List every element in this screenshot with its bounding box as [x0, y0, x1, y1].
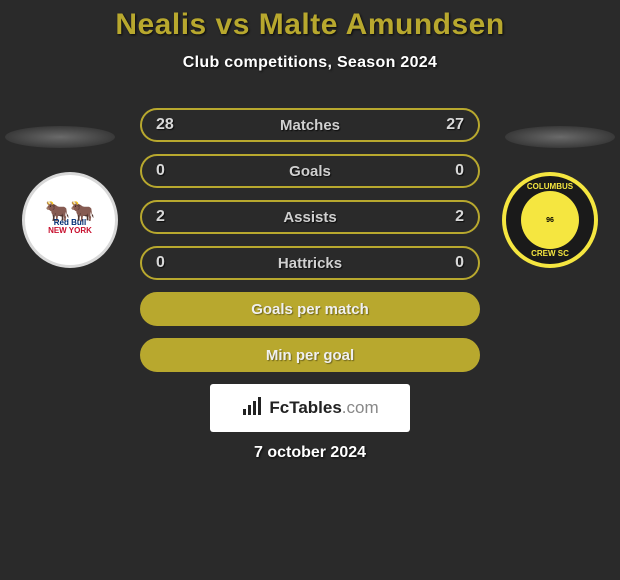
- stat-left-value: 28: [156, 116, 186, 134]
- stat-label: Matches: [280, 117, 340, 134]
- team-right-logo-text-bottom: CREW SC: [531, 249, 569, 258]
- team-left-logo-text-bottom: NEW YORK: [48, 227, 92, 235]
- stat-label: Goals per match: [251, 301, 369, 318]
- team-left-logo: 🐂🐂 Red Bull NEW YORK: [22, 172, 118, 268]
- stat-left-value: 0: [156, 254, 186, 272]
- brand-text: FcTables.com: [269, 398, 378, 418]
- stat-right-value: 27: [434, 116, 464, 134]
- stat-row-assists: 2 Assists 2: [140, 200, 480, 234]
- stat-label: Hattricks: [278, 255, 342, 272]
- brand-suffix: .com: [342, 398, 379, 417]
- comparison-card: Nealis vs Malte Amundsen Club competitio…: [0, 0, 620, 462]
- team-right-shadow: [505, 126, 615, 148]
- team-right-logo-text-top: COLUMBUS: [527, 182, 573, 191]
- stat-row-goals-per-match: Goals per match: [140, 292, 480, 326]
- team-left-shadow: [5, 126, 115, 148]
- stat-label: Assists: [283, 209, 336, 226]
- stat-label: Goals: [289, 163, 331, 180]
- stat-left-value: 2: [156, 208, 186, 226]
- footer-date: 7 october 2024: [0, 444, 620, 462]
- brand-name: FcTables: [269, 398, 341, 417]
- stat-right-value: 0: [434, 254, 464, 272]
- stat-left-value: 0: [156, 162, 186, 180]
- stat-row-hattricks: 0 Hattricks 0: [140, 246, 480, 280]
- stat-row-goals: 0 Goals 0: [140, 154, 480, 188]
- stat-right-value: 2: [434, 208, 464, 226]
- chart-icon: [241, 395, 263, 422]
- stats-list: 28 Matches 27 0 Goals 0 2 Assists 2 0 Ha…: [140, 108, 480, 372]
- stat-right-value: 0: [434, 162, 464, 180]
- team-right-logo: COLUMBUS 96 CREW SC: [502, 172, 598, 268]
- page-title: Nealis vs Malte Amundsen: [0, 8, 620, 42]
- brand-badge[interactable]: FcTables.com: [210, 384, 410, 432]
- page-subtitle: Club competitions, Season 2024: [0, 54, 620, 72]
- team-right-logo-center: 96: [521, 191, 579, 249]
- stat-row-matches: 28 Matches 27: [140, 108, 480, 142]
- stat-row-min-per-goal: Min per goal: [140, 338, 480, 372]
- redbull-bulls-icon: 🐂🐂: [45, 205, 95, 219]
- stat-label: Min per goal: [266, 347, 354, 364]
